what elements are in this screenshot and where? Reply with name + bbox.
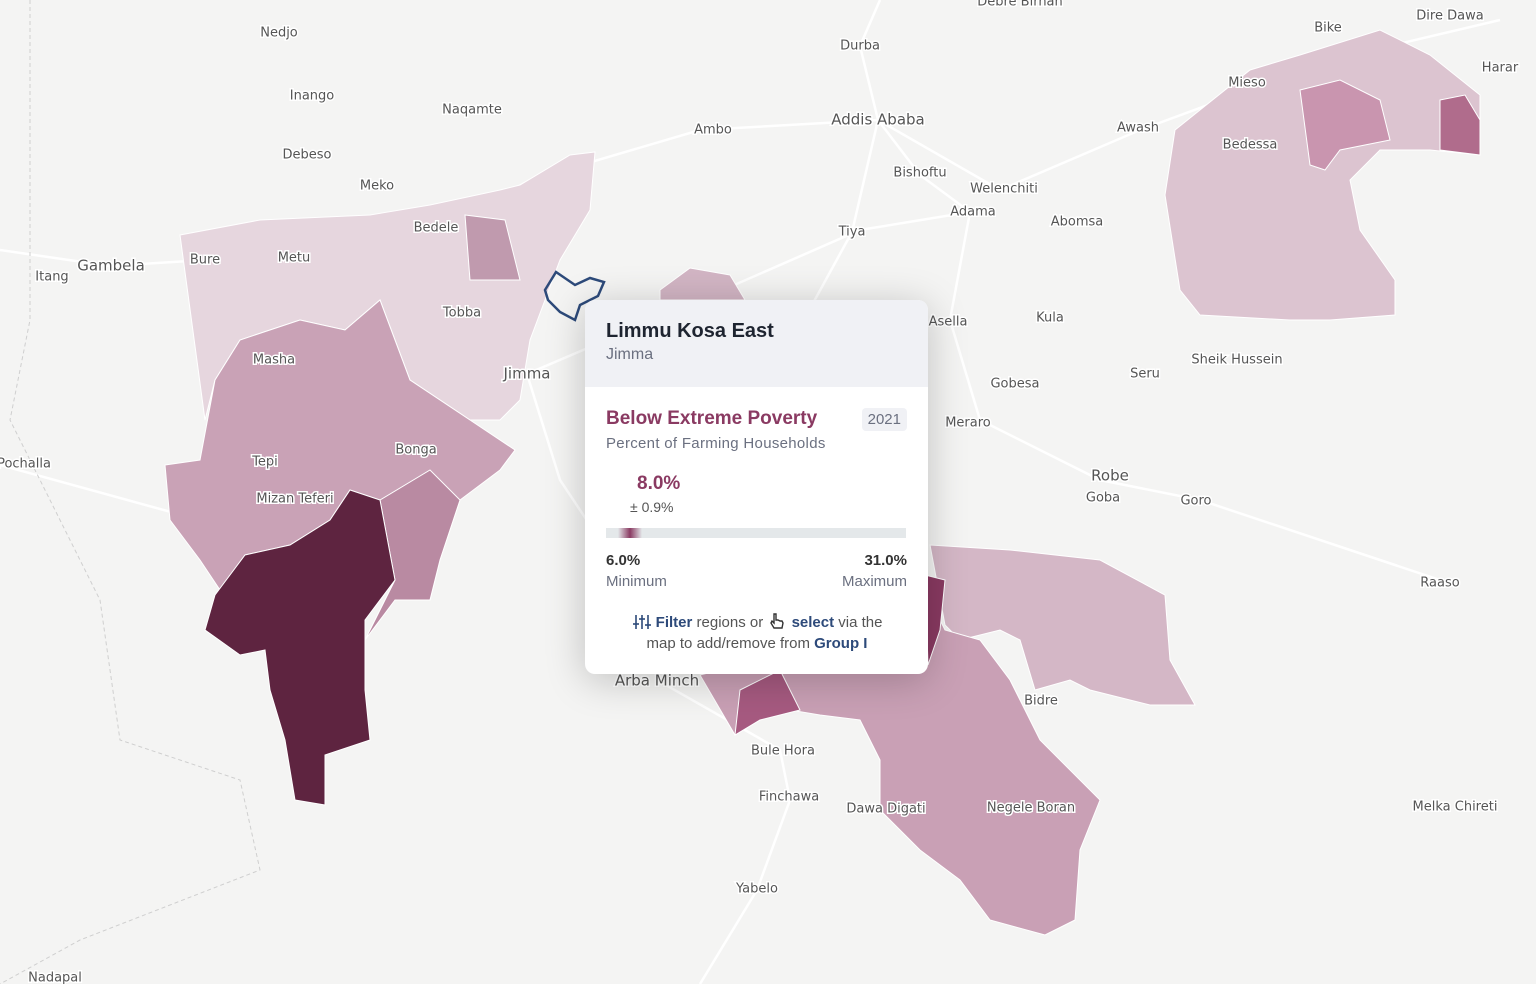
help-text: Filter regions or select via the map to …	[606, 612, 908, 654]
min-value: 6.0%	[606, 552, 641, 569]
min-label: Minimum	[606, 573, 667, 590]
borders	[0, 0, 261, 984]
year: 2021	[861, 408, 907, 431]
place-label: Pochalla	[0, 457, 51, 472]
selected-outline	[543, 270, 606, 322]
place-label: Harar	[1482, 61, 1519, 76]
place-label: Tobba	[442, 306, 481, 321]
place-label: Finchawa	[759, 790, 819, 805]
max-value: 31.0%	[864, 552, 907, 569]
place-label: Welenchiti	[970, 182, 1038, 197]
region-name: Limmu Kosa East	[606, 320, 774, 342]
hand-icon	[770, 613, 785, 629]
place-label: Bishoftu	[893, 166, 946, 181]
help-text-part: map to add/remove from	[646, 635, 810, 652]
place-label: Yabelo	[735, 882, 778, 897]
place-label: Tiya	[838, 225, 866, 240]
range-bar	[606, 528, 906, 538]
place-label: Durba	[840, 39, 880, 54]
place-label: Jimma	[502, 365, 550, 383]
place-label: Robe	[1091, 467, 1129, 485]
place-label: Raaso	[1420, 576, 1459, 591]
place-label: Naqamte	[442, 103, 502, 118]
place-label: Metu	[278, 251, 311, 266]
unit: Percent of Farming Households	[606, 435, 826, 452]
group-link[interactable]: Group I	[814, 635, 868, 652]
place-label: Bike	[1314, 21, 1342, 36]
place-label: Bedessa	[1223, 138, 1278, 153]
place-label: Mizan Teferi	[256, 492, 333, 507]
place-label: Arba Minch	[615, 672, 699, 690]
help-text-part: via the	[838, 614, 883, 631]
place-label: Debre Birhan	[977, 0, 1063, 10]
place-label: Adama	[950, 205, 996, 220]
place-label: Dire Dawa	[1416, 9, 1483, 24]
filter-icon	[632, 615, 651, 629]
place-label: Abomsa	[1051, 215, 1104, 230]
place-label: Nadapal	[28, 971, 82, 984]
regions	[164, 29, 1481, 936]
place-label: Debeso	[283, 148, 332, 163]
margin: ± 0.9%	[630, 499, 674, 515]
max-label: Maximum	[841, 573, 907, 590]
place-label: Goro	[1180, 494, 1211, 509]
filter-link[interactable]: Filter	[655, 614, 693, 631]
value: 8.0%	[637, 473, 681, 494]
place-label: Seru	[1130, 367, 1160, 382]
place-label: Gambela	[77, 257, 145, 275]
place-label: Bidre	[1024, 694, 1058, 709]
place-label: Negele Boran	[987, 801, 1075, 816]
place-label: Bedele	[414, 221, 459, 236]
place-label: Melka Chireti	[1413, 800, 1498, 815]
place-label: Ambo	[694, 123, 732, 138]
place-label: Bure	[190, 253, 220, 268]
place-label: Awash	[1117, 121, 1159, 136]
place-label: Inango	[290, 89, 335, 104]
place-label: Masha	[253, 353, 295, 368]
place-label: Nedjo	[260, 26, 298, 41]
place-label: Kula	[1036, 311, 1064, 326]
place-label: Bonga	[395, 443, 436, 458]
zone-name: Jimma	[606, 346, 654, 363]
place-label: Itang	[35, 270, 68, 285]
place-label: Goba	[1086, 491, 1120, 506]
value-marker	[618, 528, 642, 538]
place-label: Mieso	[1228, 76, 1266, 91]
place-label: Gobesa	[990, 377, 1039, 392]
place-label: Meraro	[945, 416, 991, 431]
place-label: Dawa Digati	[846, 802, 925, 817]
place-label: Bule Hora	[751, 744, 815, 759]
select-link[interactable]: select	[791, 614, 835, 631]
place-label: Meko	[360, 179, 394, 194]
place-label: Tepi	[251, 455, 278, 470]
place-label: Asella	[929, 315, 968, 330]
place-label: Sheik Hussein	[1191, 353, 1282, 368]
place-label: Addis Ababa	[831, 111, 924, 129]
tooltip-header: Limmu Kosa East Jimma	[585, 300, 928, 387]
tooltip: Limmu Kosa East Jimma Below Extreme Pove…	[585, 300, 928, 674]
indicator: Below Extreme Poverty	[606, 408, 818, 429]
help-text-part: regions or	[696, 614, 764, 631]
